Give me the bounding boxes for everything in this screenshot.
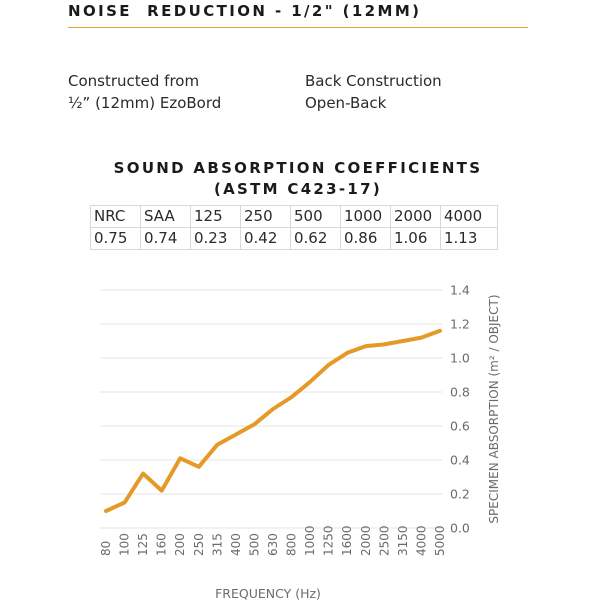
x-tick-label: 2000 — [359, 525, 373, 556]
coefficients-table: NRC SAA 125 250 500 1000 2000 4000 0.75 … — [90, 205, 498, 250]
construction-spec: Constructed from ½” (12mm) EzoBord — [68, 70, 221, 114]
table-value-cell: 0.75 — [90, 227, 141, 250]
table-header-cell: 2000 — [390, 205, 441, 228]
y-tick-label: 0.2 — [450, 487, 470, 502]
x-tick-label: 1250 — [322, 525, 336, 556]
y-tick-label: 0.8 — [450, 385, 470, 400]
back-construction-label: Back Construction — [305, 72, 442, 90]
x-tick-label: 3150 — [396, 525, 410, 556]
table-header-cell: NRC — [90, 205, 141, 228]
x-tick-label: 5000 — [433, 525, 447, 556]
y-tick-label: 1.2 — [450, 317, 470, 332]
x-tick-label: 1000 — [303, 525, 317, 556]
x-tick-label: 2500 — [377, 525, 391, 556]
x-tick-label: 4000 — [414, 525, 428, 556]
x-tick-label: 315 — [210, 533, 224, 556]
x-tick-label: 630 — [266, 533, 280, 556]
x-tick-label: 100 — [118, 533, 132, 556]
x-tick-label: 160 — [155, 533, 169, 556]
x-tick-label: 125 — [136, 533, 150, 556]
coefficients-title: SOUND ABSORPTION COEFFICIENTS (ASTM C423… — [68, 158, 528, 200]
x-tick-label: 800 — [285, 533, 299, 556]
y-tick-label: 1.4 — [450, 283, 470, 298]
table-header-row: NRC SAA 125 250 500 1000 2000 4000 — [90, 205, 498, 228]
x-tick-label: 400 — [229, 533, 243, 556]
page-title: NOISE REDUCTION - 1/2" (12MM) — [68, 2, 422, 20]
table-header-cell: 4000 — [440, 205, 498, 228]
absorption-line-chart: 0.0 0.2 0.4 0.6 0.8 1.0 1.2 1.4 80 100 125 160 200 25… — [99, 283, 501, 601]
table-value-cell: 0.42 — [240, 227, 291, 250]
table-value-cell: 0.62 — [290, 227, 341, 250]
x-axis-label: FREQUENCY (Hz) — [215, 586, 321, 601]
table-value-cell: 0.86 — [340, 227, 391, 250]
x-tick-label: 1600 — [340, 525, 354, 556]
y-axis-label: SPECIMEN ABSORPTION (m² / OBJECT) — [487, 294, 501, 523]
construction-label: Constructed from — [68, 72, 200, 90]
table-value-cell: 0.74 — [140, 227, 191, 250]
back-construction-spec: Back Construction Open-Back — [305, 70, 442, 114]
table-header-cell: 125 — [190, 205, 241, 228]
construction-value: ½” (12mm) EzoBord — [68, 94, 222, 112]
y-tick-label: 0.4 — [450, 453, 470, 468]
table-header-cell: 500 — [290, 205, 341, 228]
table-value-cell: 1.13 — [440, 227, 498, 250]
table-value-cell: 1.06 — [390, 227, 441, 250]
back-construction-value: Open-Back — [305, 94, 387, 112]
table-value-cell: 0.23 — [190, 227, 241, 250]
coefficients-title-line2: (ASTM C423-17) — [213, 180, 383, 198]
x-tick-label: 80 — [99, 541, 113, 556]
table-header-cell: 1000 — [340, 205, 391, 228]
x-tick-label: 200 — [173, 533, 187, 556]
table-header-cell: 250 — [240, 205, 291, 228]
table-value-row: 0.75 0.74 0.23 0.42 0.62 0.86 1.06 1.13 — [90, 227, 498, 250]
coefficients-title-line1: SOUND ABSORPTION COEFFICIENTS — [113, 159, 483, 177]
table-header-cell: SAA — [140, 205, 191, 228]
x-tick-label: 250 — [192, 533, 206, 556]
x-tick-label: 500 — [247, 533, 261, 556]
y-tick-label: 0.6 — [450, 419, 470, 434]
y-tick-label: 1.0 — [450, 351, 470, 366]
title-divider — [68, 27, 528, 28]
y-tick-label: 0.0 — [450, 521, 470, 536]
